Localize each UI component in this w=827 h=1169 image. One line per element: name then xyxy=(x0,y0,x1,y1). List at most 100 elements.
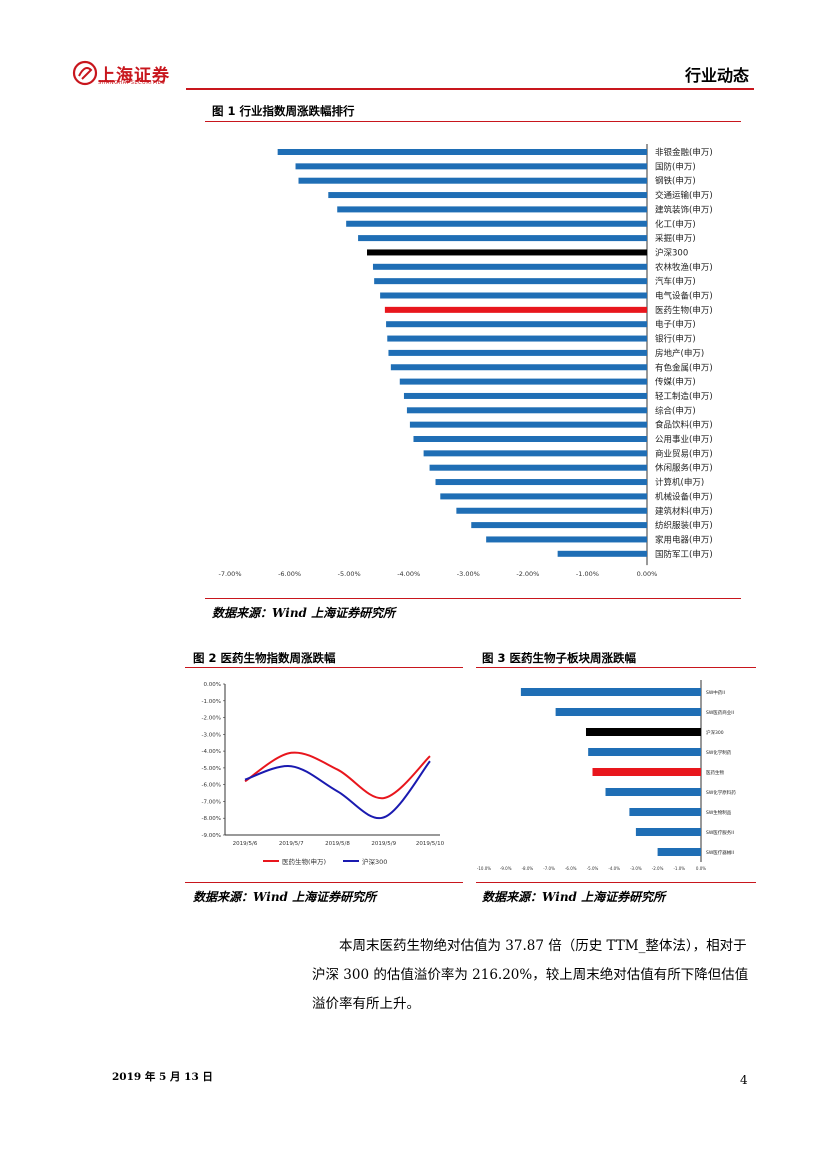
chart1-bar xyxy=(409,421,647,428)
chart3-tick-label: -5.0% xyxy=(587,866,599,871)
chart2-legend-label: 沪深300 xyxy=(362,857,387,866)
logo-company-name: 上海证券 xyxy=(98,66,170,86)
chart2-x-tick-label: 2019/5/10 xyxy=(416,841,445,847)
chart1-bar xyxy=(399,378,647,385)
chart1-category-label: 家用电器(申万) xyxy=(655,534,713,545)
figure1-bottom-rule xyxy=(205,598,741,599)
chart2-series-line xyxy=(244,760,431,820)
chart3-tick-label: -6.0% xyxy=(565,866,577,871)
chart1-category-label: 医药生物(申万) xyxy=(655,305,713,316)
figure3-top-rule xyxy=(476,667,756,668)
chart2-y-tick-label: -3.00% xyxy=(202,732,221,738)
chart3-tick-label: -10.0% xyxy=(477,866,491,871)
chart1-category-label: 纺织服装(申万) xyxy=(655,520,713,531)
report-date: 2019 年 5 月 13 日 xyxy=(112,1071,213,1083)
chart1-category-label: 公用事业(申万) xyxy=(655,434,713,445)
chart2-series-line xyxy=(244,751,431,800)
figure1-source: 数据来源：Wind 上海证券研究所 xyxy=(212,606,396,620)
chart1-category-label: 商业贸易(申万) xyxy=(655,448,713,459)
chart1-category-label: 综合(申万) xyxy=(655,405,696,416)
chart1-category-label: 机械设备(申万) xyxy=(655,491,713,502)
chart3-bar xyxy=(585,728,701,736)
chart1-bar xyxy=(372,263,647,270)
chart1-tick-label: -4.00% xyxy=(397,570,420,578)
valuation-paragraph-text: 本周末医药生物绝对估值为 37.87 倍（历史 TTM_整体法），相对于沪深 3… xyxy=(312,938,749,1012)
header-divider xyxy=(186,88,754,90)
chart1-tick-label: -1.00% xyxy=(576,570,599,578)
chart3-category-label: SW医药商业II xyxy=(706,709,734,716)
chart3-bar xyxy=(605,788,701,796)
figure1-top-rule xyxy=(205,121,741,122)
chart3-category-label: SW医疗器械II xyxy=(706,849,734,856)
chart2-y-tick-label: -6.00% xyxy=(202,783,221,789)
chart1-bar xyxy=(406,407,647,414)
chart3-bar xyxy=(635,828,701,836)
chart1-bar xyxy=(328,192,647,199)
chart1-category-label: 采掘(申万) xyxy=(655,233,696,244)
chart2-y-tick-label: -1.00% xyxy=(202,699,221,705)
chart1-category-label: 农林牧渔(申万) xyxy=(655,262,713,273)
chart1-category-label: 钢铁(申万) xyxy=(655,176,696,187)
chart3-bar xyxy=(657,848,701,856)
chart3-category-label: 医药生物 xyxy=(706,769,724,776)
chart1-bar xyxy=(423,450,647,457)
chart1-category-label: 休闲服务(申万) xyxy=(655,463,713,474)
chart1-bar xyxy=(435,479,647,486)
chart2-y-tick-label: -4.00% xyxy=(202,749,221,755)
chart3-category-label: 沪深300 xyxy=(706,729,724,736)
chart1-category-label: 建筑装饰(申万) xyxy=(655,204,713,215)
chart3-tick-label: -8.0% xyxy=(522,866,534,871)
chart2-y-tick-label: 0.00% xyxy=(204,682,221,688)
chart1-category-label: 建筑材料(申万) xyxy=(655,506,713,517)
figure2-bottom-rule xyxy=(185,882,463,883)
chart3-category-label: SW化学原料药 xyxy=(706,789,736,796)
figure2-top-rule xyxy=(185,667,463,668)
chart1-bar xyxy=(390,364,647,371)
chart2-y-tick-label: -2.00% xyxy=(202,716,221,722)
chart2-legend-label: 医药生物(申万) xyxy=(282,857,326,866)
chart1-bar xyxy=(380,292,647,299)
chart1-tick-label: -5.00% xyxy=(338,570,361,578)
chart1-bar xyxy=(386,321,647,328)
figure2-title: 图 2 医药生物指数周涨跌幅 xyxy=(193,651,336,665)
chart3-bar xyxy=(588,748,701,756)
chart1-category-label: 电气设备(申万) xyxy=(655,291,713,302)
chart3-category-label: SW中药II xyxy=(706,689,725,696)
chart1-category-label: 沪深300 xyxy=(655,247,688,258)
chart3-category-label: SW医疗服务II xyxy=(706,829,734,836)
chart1-category-label: 房地产(申万) xyxy=(655,348,704,359)
chart1-bar xyxy=(429,464,647,471)
figure1-title: 图 1 行业指数周涨跌幅排行 xyxy=(212,104,355,118)
chart1-bar xyxy=(388,349,647,356)
chart3-tick-label: -2.0% xyxy=(652,866,664,871)
chart2-x-tick-label: 2019/5/7 xyxy=(279,841,304,847)
chart1-bar xyxy=(403,392,647,399)
logo-mark-icon xyxy=(72,60,98,86)
chart2-y-tick-label: -5.00% xyxy=(202,766,221,772)
chart1-bar xyxy=(456,507,647,514)
chart1-category-label: 传媒(申万) xyxy=(655,377,696,388)
chart2-x-tick-label: 2019/5/9 xyxy=(371,841,396,847)
chart3-tick-label: 0.0% xyxy=(696,866,706,871)
figure3-title: 图 3 医药生物子板块周涨跌幅 xyxy=(482,651,637,665)
chart1-bar xyxy=(374,278,647,285)
chart3-bar xyxy=(520,688,701,696)
chart1-category-label: 汽车(申万) xyxy=(655,276,696,287)
chart1-category-label: 交通运输(申万) xyxy=(655,190,713,201)
logo-english-name: SHANGHAI SECURITIES xyxy=(98,80,166,86)
page-number: 4 xyxy=(740,1073,748,1087)
chart3-category-label: SW生物制品 xyxy=(706,809,732,816)
chart1-bar xyxy=(298,177,647,184)
chart3-tick-label: -3.0% xyxy=(630,866,642,871)
figure3-bottom-rule xyxy=(476,882,756,883)
chart2-x-tick-label: 2019/5/8 xyxy=(325,841,350,847)
chart2-x-tick-label: 2019/5/6 xyxy=(233,841,258,847)
chart1-category-label: 国防(申万) xyxy=(655,161,696,172)
chart3-bar xyxy=(629,808,701,816)
chart1-bar xyxy=(277,149,647,155)
chart1-tick-label: -6.00% xyxy=(278,570,301,578)
chart1-bar xyxy=(337,206,647,213)
chart1-category-label: 轻工制造(申万) xyxy=(655,391,713,402)
chart1-category-label: 计算机(申万) xyxy=(655,477,704,488)
